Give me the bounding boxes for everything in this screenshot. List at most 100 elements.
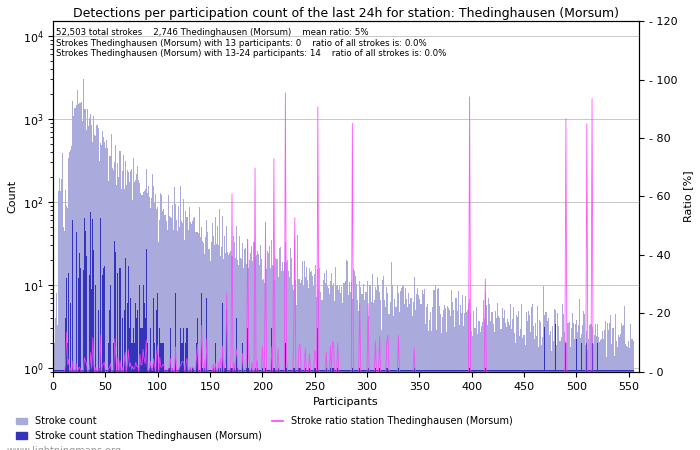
Bar	[570, 370, 572, 450]
Bar	[92, 142, 93, 450]
Bar	[313, 370, 314, 450]
Bar	[112, 370, 113, 450]
Bar	[66, 206, 67, 450]
Bar	[105, 370, 106, 450]
Bar	[71, 146, 72, 450]
Bar	[60, 370, 61, 450]
Bar	[346, 370, 348, 450]
Bar	[508, 322, 509, 450]
Bar	[256, 255, 257, 450]
Bar	[118, 177, 120, 450]
Bar	[268, 370, 270, 450]
Bar	[306, 370, 307, 450]
Bar	[240, 257, 241, 450]
Bar	[439, 370, 440, 450]
Bar	[612, 328, 613, 450]
Bar	[172, 368, 173, 450]
Bar	[479, 370, 480, 450]
Bar	[462, 370, 463, 450]
Bar	[169, 217, 171, 450]
Bar	[130, 171, 131, 450]
Bar	[277, 368, 279, 450]
Bar	[355, 370, 356, 450]
Bar	[399, 370, 400, 450]
Bar	[462, 295, 463, 450]
Bar	[57, 191, 59, 450]
Bar	[400, 291, 401, 450]
Bar	[498, 370, 499, 450]
Bar	[440, 370, 441, 450]
Bar	[330, 368, 331, 450]
Bar	[69, 152, 70, 450]
Bar	[127, 170, 128, 450]
Bar	[178, 206, 179, 450]
Bar	[127, 303, 128, 450]
Bar	[165, 221, 167, 450]
Bar	[76, 90, 78, 450]
Bar	[608, 370, 609, 450]
Bar	[348, 295, 349, 450]
Bar	[349, 370, 350, 450]
Bar	[78, 253, 80, 450]
Bar	[624, 306, 625, 450]
Bar	[470, 370, 471, 450]
Bar	[632, 339, 634, 450]
Bar	[289, 276, 290, 450]
Bar	[401, 288, 402, 450]
Bar	[581, 343, 582, 450]
Bar	[443, 310, 444, 450]
Bar	[526, 370, 528, 450]
Bar	[153, 298, 154, 450]
Bar	[167, 368, 169, 450]
Bar	[551, 351, 552, 450]
Bar	[218, 368, 219, 450]
Bar	[575, 324, 576, 450]
Bar	[335, 267, 336, 450]
Bar	[402, 370, 403, 450]
Bar	[421, 304, 422, 450]
Bar	[156, 310, 158, 450]
Bar	[605, 370, 606, 450]
Bar	[408, 292, 409, 450]
Bar	[226, 310, 228, 450]
Bar	[174, 370, 175, 450]
Bar	[572, 370, 573, 450]
Bar	[135, 180, 136, 450]
Bar	[604, 329, 605, 450]
Bar	[414, 370, 416, 450]
Bar	[105, 148, 106, 450]
Bar	[319, 268, 321, 450]
Bar	[582, 370, 583, 450]
Bar	[507, 370, 508, 450]
Bar	[251, 368, 253, 450]
Bar	[319, 370, 321, 450]
Bar	[336, 370, 337, 450]
Bar	[207, 232, 209, 450]
Bar	[57, 370, 59, 450]
Bar	[531, 370, 532, 450]
Bar	[419, 370, 420, 450]
Bar	[501, 370, 503, 450]
Bar	[469, 299, 470, 450]
Bar	[309, 268, 310, 450]
Bar	[263, 370, 264, 450]
Bar	[83, 270, 84, 450]
Bar	[420, 304, 421, 450]
Bar	[536, 370, 537, 450]
Bar	[97, 128, 99, 450]
Bar	[524, 345, 526, 450]
Bar	[71, 370, 72, 450]
Bar	[350, 292, 351, 450]
Bar	[264, 370, 265, 450]
Bar	[272, 266, 273, 450]
Bar	[93, 116, 95, 450]
Bar	[265, 257, 266, 450]
Bar	[232, 370, 234, 450]
Bar	[136, 174, 137, 450]
Bar	[164, 215, 165, 450]
Bar	[90, 114, 91, 450]
Bar	[222, 216, 223, 450]
Bar	[385, 370, 386, 450]
Bar	[598, 337, 599, 450]
Bar	[217, 226, 218, 450]
